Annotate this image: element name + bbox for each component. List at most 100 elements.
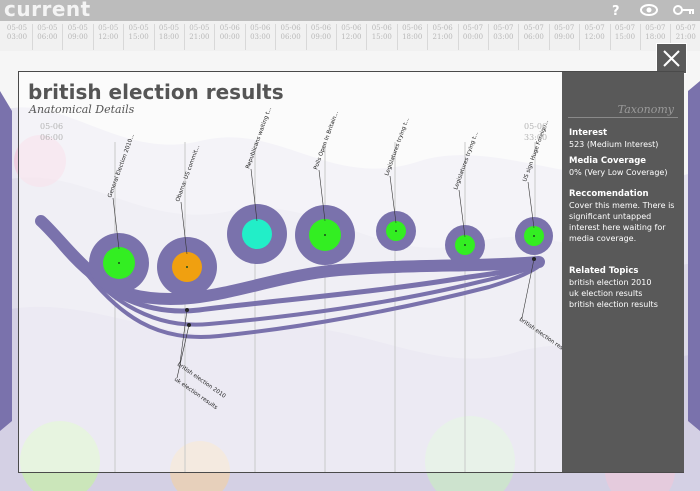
interest-section: Interest 523 (Medium Interest) (569, 128, 679, 150)
top-bar: current ? (0, 0, 700, 21)
tick-time: 18:00 (645, 33, 666, 41)
timeline-tick[interactable]: 05-07 09:00 (549, 24, 581, 50)
tick-time: 15:00 (128, 33, 149, 41)
timeline-tick[interactable]: 05-06 18:00 (397, 24, 429, 50)
tick-time: 09:00 (554, 33, 575, 41)
node-label[interactable]: Polls Open In Britain... (313, 110, 340, 170)
divider (568, 117, 678, 118)
timeline-tick[interactable]: 05-06 03:00 (245, 24, 277, 50)
tick-date: 05-07 (614, 24, 636, 32)
label-leader (527, 181, 535, 229)
timeline-tick[interactable]: 05-06 00:00 (215, 24, 246, 50)
label-leader (458, 189, 466, 238)
node-label[interactable]: Obama: US commit... (175, 144, 201, 202)
start-date: 05-06 (40, 122, 64, 131)
related-topics-label: Related Topics (569, 266, 639, 276)
taxonomy-title: Taxonomy (617, 103, 674, 116)
node-center-dot (533, 235, 535, 237)
node-core[interactable] (242, 219, 272, 249)
tick-date: 05-06 (219, 24, 240, 32)
timeline-tick[interactable]: 05-06 09:00 (306, 24, 337, 50)
end-time: 33:00 (524, 133, 548, 142)
stream-strand[interactable] (57, 240, 540, 327)
node-label[interactable]: Legislatures trying t... (384, 117, 411, 177)
tick-date: 05-07 (523, 24, 544, 32)
timeline-tick[interactable]: 05-07 03:00 (488, 24, 520, 50)
tick-time: 09:00 (67, 33, 88, 41)
label-leader (180, 201, 188, 255)
timeline-tick[interactable]: 05-06 12:00 (336, 24, 368, 50)
key-icon[interactable] (672, 2, 696, 18)
timeline-tick[interactable]: 05-05 12:00 (93, 24, 125, 50)
timeline-tick[interactable]: 05-05 06:00 (32, 24, 64, 50)
timeline-tick[interactable]: 05-06 21:00 (428, 24, 459, 50)
label-leader (179, 309, 188, 364)
node-label[interactable]: Republicans waiting t... (245, 106, 273, 170)
coverage-value: 0% (Very Low Coverage) (569, 168, 668, 177)
close-icon (663, 50, 680, 67)
taxonomy-panel: Taxonomy Interest 523 (Medium Interest) … (562, 72, 684, 472)
timeline-tick[interactable]: 05-06 06:00 (276, 24, 307, 50)
tick-time: 03:00 (493, 33, 514, 41)
coverage-section: Media Coverage 0% (Very Low Coverage) (569, 156, 679, 178)
tick-time: 12:00 (98, 33, 119, 41)
tick-date: 05-05 (128, 24, 149, 32)
meme-stream-chart[interactable]: General Election 2010... Obama: US commit… (19, 72, 562, 472)
tick-time: 21:00 (432, 33, 453, 41)
tick-time: 03:00 (6, 33, 28, 41)
eye-icon[interactable] (639, 2, 659, 18)
tick-date: 05-06 (250, 24, 271, 32)
timeline-tick[interactable]: 05-07 06:00 (519, 24, 550, 50)
related-topics-section: Related Topics british election 2010 uk … (569, 266, 679, 310)
node-label[interactable]: Legislatures trying t... (453, 131, 480, 191)
timeline-tick[interactable]: 05-05 03:00 (2, 24, 33, 50)
dialog-subtitle: Anatomical Details (29, 103, 135, 116)
timeline-tick[interactable]: 05-05 21:00 (184, 24, 216, 50)
tick-time: 00:00 (219, 33, 240, 41)
recommendation-text: Cover this meme. There is significant un… (569, 201, 675, 243)
timeline-tick[interactable]: 05-07 00:00 (458, 24, 489, 50)
tick-time: 12:00 (584, 33, 605, 41)
label-leader (318, 169, 326, 222)
label-leader (389, 175, 397, 224)
label-leader (521, 258, 535, 319)
topic-label[interactable]: uk election results (173, 377, 219, 411)
timeline-tick[interactable]: 05-06 15:00 (367, 24, 398, 50)
related-topic-link[interactable]: british election 2010 (569, 278, 652, 287)
tick-date: 05-05 (6, 24, 28, 32)
related-topic-link[interactable]: british election results (569, 300, 658, 309)
recommendation-label: Reccomendation (569, 189, 649, 199)
svg-text:?: ? (612, 4, 620, 18)
node-center-dot (186, 266, 188, 268)
related-topic-link[interactable]: uk election results (569, 289, 643, 298)
timeline[interactable]: 05-05 03:00 05-05 06:00 05-05 09:00 05-05 12:00… (0, 21, 700, 52)
end-date: 05-06 (524, 122, 548, 131)
interest-label: Interest (569, 128, 608, 138)
topic-label[interactable]: british election results (518, 317, 562, 358)
tick-time: 21:00 (189, 33, 210, 41)
stream-strand[interactable] (72, 255, 541, 339)
tick-date: 05-05 (158, 24, 180, 32)
tick-date: 05-05 (98, 24, 119, 32)
dialog-title: british election results (28, 80, 284, 104)
start-time-label: 05-06 06:00 (40, 121, 63, 143)
close-button[interactable] (656, 43, 687, 74)
timeline-tick[interactable]: 05-05 15:00 (124, 24, 155, 50)
tick-date: 05-06 (341, 24, 362, 32)
node-label[interactable]: General Election 2010... (107, 133, 136, 199)
timeline-tick[interactable]: 05-07 18:00 (640, 24, 672, 50)
timeline-tick[interactable]: 05-07 15:00 (610, 24, 641, 50)
tick-time: 15:00 (614, 33, 636, 41)
tick-time: 06:00 (37, 33, 58, 41)
help-icon[interactable]: ? (607, 2, 625, 19)
interest-value: 523 (Medium Interest) (569, 140, 659, 149)
timeline-tick[interactable]: 05-05 18:00 (154, 24, 185, 50)
tick-time: 06:00 (280, 33, 301, 41)
timeline-tick[interactable]: 05-07 21:00 (671, 24, 700, 50)
tick-date: 05-07 (584, 24, 605, 32)
label-leader (176, 324, 190, 379)
timeline-tick[interactable]: 05-05 09:00 (63, 24, 94, 50)
tick-time: 18:00 (402, 33, 423, 41)
stream-band[interactable] (35, 215, 545, 306)
timeline-tick[interactable]: 05-07 12:00 (580, 24, 611, 50)
